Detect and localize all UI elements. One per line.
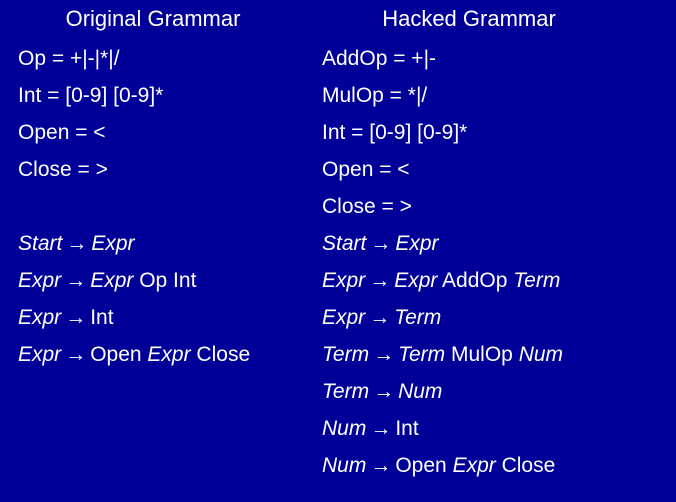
rule-rhs-part: Expr [90, 269, 133, 292]
rule-rhs-part: Close [496, 454, 556, 477]
rule-lhs: Expr [18, 269, 61, 292]
hacked-rule-row: Expr → Term [322, 299, 676, 336]
rule-rhs-part: Int [395, 417, 418, 440]
rule-rhs-part: Expr [394, 269, 437, 292]
hacked-rule-row: Num → Open Expr Close [322, 447, 676, 484]
rule-rhs-part: Term [398, 343, 445, 366]
original-token-row: Open = < [18, 114, 318, 151]
rule-rhs-part: Int [90, 306, 113, 329]
arrow-icon: → [61, 299, 90, 336]
rule-rhs-part: Num [398, 380, 442, 403]
hacked-token-row: AddOp = +|- [322, 40, 676, 77]
hacked-rule-row: Term → Num [322, 373, 676, 410]
grammar-table: Original Grammar Op = +|-|*|/Int = [0-9]… [0, 0, 676, 502]
original-rule-row: Expr → Open Expr Close [18, 336, 318, 373]
rule-lhs: Term [322, 343, 369, 366]
rule-lhs: Expr [18, 343, 61, 366]
spacer-row [18, 188, 318, 225]
rule-rhs-part: Close [191, 343, 251, 366]
rule-lhs: Expr [18, 306, 61, 329]
arrow-icon: → [365, 299, 394, 336]
original-token-row: Close = > [18, 151, 318, 188]
hacked-rule-row: Start → Expr [322, 225, 676, 262]
arrow-icon: → [369, 373, 398, 410]
rule-rhs-part: Term [513, 269, 560, 292]
original-grammar-column: Original Grammar Op = +|-|*|/Int = [0-9]… [0, 6, 318, 502]
rule-rhs-part: Expr [91, 232, 134, 255]
rule-rhs-part: Expr [147, 343, 190, 366]
rule-rhs-part: MulOp [445, 343, 519, 366]
arrow-icon: → [61, 262, 90, 299]
hacked-token-row: Open = < [322, 151, 676, 188]
original-grammar-header: Original Grammar [18, 6, 318, 40]
arrow-icon: → [62, 225, 91, 262]
rule-lhs: Num [322, 417, 366, 440]
rule-rhs-part: Open [90, 343, 147, 366]
hacked-rule-row: Num → Int [322, 410, 676, 447]
rule-rhs-part: Op Int [133, 269, 196, 292]
arrow-icon: → [366, 225, 395, 262]
original-rule-row: Start → Expr [18, 225, 318, 262]
original-token-row: Op = +|-|*|/ [18, 40, 318, 77]
rule-rhs-part: AddOp [437, 269, 513, 292]
rule-lhs: Expr [322, 306, 365, 329]
rule-rhs-part: Expr [395, 232, 438, 255]
rule-rhs-part: Open [395, 454, 452, 477]
rule-rhs-part: Expr [453, 454, 496, 477]
hacked-token-row: Int = [0-9] [0-9]* [322, 114, 676, 151]
rule-rhs-part: Num [519, 343, 563, 366]
arrow-icon: → [61, 336, 90, 373]
original-grammar-body: Op = +|-|*|/Int = [0-9] [0-9]*Open = <Cl… [18, 40, 318, 373]
hacked-token-row: Close = > [322, 188, 676, 225]
arrow-icon: → [369, 336, 398, 373]
rule-lhs: Start [322, 232, 366, 255]
hacked-rule-row: Expr → Expr AddOp Term [322, 262, 676, 299]
arrow-icon: → [366, 447, 395, 484]
rule-rhs-part: Term [394, 306, 441, 329]
original-token-row: Int = [0-9] [0-9]* [18, 77, 318, 114]
hacked-grammar-column: Hacked Grammar AddOp = +|-MulOp = *|/Int… [318, 6, 676, 502]
rule-lhs: Num [322, 454, 366, 477]
hacked-grammar-header: Hacked Grammar [322, 6, 676, 40]
hacked-grammar-body: AddOp = +|-MulOp = *|/Int = [0-9] [0-9]*… [322, 40, 676, 484]
arrow-icon: → [366, 410, 395, 447]
rule-lhs: Term [322, 380, 369, 403]
rule-lhs: Start [18, 232, 62, 255]
hacked-token-row: MulOp = *|/ [322, 77, 676, 114]
original-rule-row: Expr → Int [18, 299, 318, 336]
rule-lhs: Expr [322, 269, 365, 292]
arrow-icon: → [365, 262, 394, 299]
hacked-rule-row: Term → Term MulOp Num [322, 336, 676, 373]
original-rule-row: Expr → Expr Op Int [18, 262, 318, 299]
